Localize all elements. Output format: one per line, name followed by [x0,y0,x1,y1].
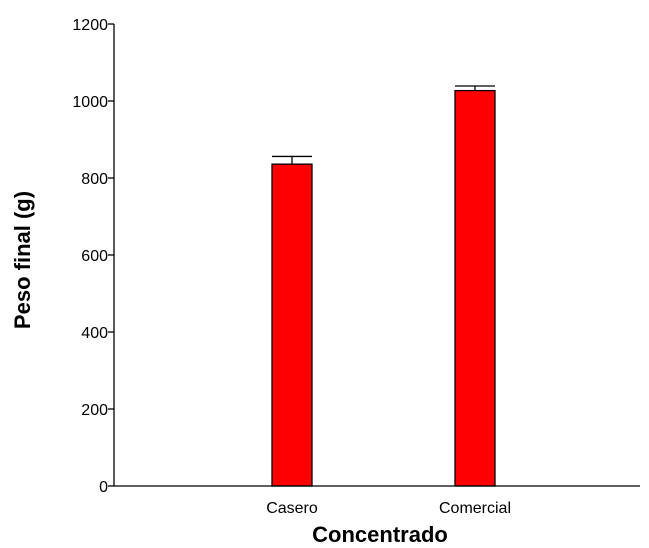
bars-group [271,89,496,487]
y-tick-label: 600 [81,248,108,265]
bar-casero [271,163,313,487]
y-tick-label: 1200 [72,17,108,34]
x-axis-tick-labels: Casero Comercial [266,500,511,517]
y-axis-title: Peso final (g) [10,191,35,329]
x-tick-label-casero: Casero [266,500,318,517]
x-axis-title: Concentrado [312,522,448,547]
bar-comercial [454,89,496,487]
y-axis-ticks: 0 200 400 600 800 1000 1200 [72,17,114,496]
error-bars-group [272,85,495,165]
x-tick-label-comercial: Comercial [439,500,511,517]
y-tick-label: 1000 [72,94,108,111]
y-tick-label: 400 [81,325,108,342]
y-tick-label: 200 [81,402,108,419]
y-tick-label: 800 [81,171,108,188]
y-tick-label: 0 [99,479,108,496]
